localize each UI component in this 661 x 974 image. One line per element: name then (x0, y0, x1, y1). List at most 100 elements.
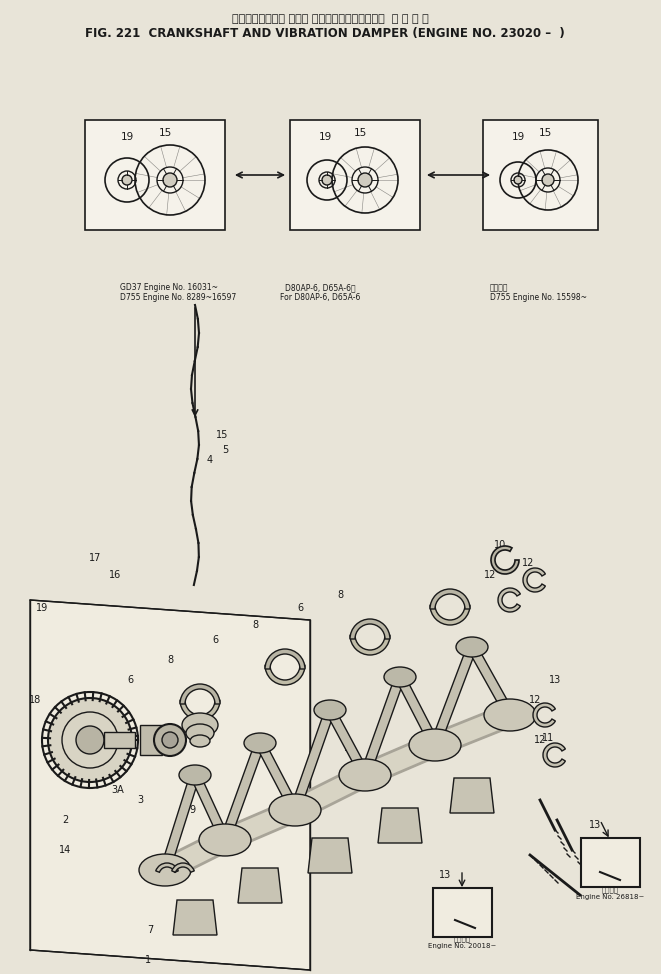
FancyBboxPatch shape (581, 838, 640, 887)
Wedge shape (543, 743, 565, 767)
Text: 15: 15 (215, 430, 228, 440)
Text: 8: 8 (167, 655, 173, 665)
Text: 9: 9 (343, 743, 349, 753)
Text: 6: 6 (297, 603, 303, 613)
Wedge shape (430, 605, 470, 625)
Text: 11: 11 (542, 733, 554, 743)
Wedge shape (523, 568, 545, 592)
Text: 12: 12 (484, 570, 496, 580)
Wedge shape (265, 649, 305, 669)
Text: 3: 3 (137, 795, 143, 805)
Text: 適用号機
Engine No. 26818~: 適用号機 Engine No. 26818~ (576, 886, 644, 900)
Text: GD37 Engine No. 16031~
D755 Engine No. 8289~16597: GD37 Engine No. 16031~ D755 Engine No. 8… (120, 283, 236, 302)
Polygon shape (30, 600, 310, 970)
Text: 16: 16 (109, 570, 121, 580)
Wedge shape (430, 589, 470, 609)
Circle shape (48, 698, 132, 782)
Polygon shape (378, 808, 422, 843)
Wedge shape (265, 665, 305, 685)
Text: 適用号機
D755 Engine No. 15598~: 適用号機 D755 Engine No. 15598~ (490, 283, 587, 302)
Text: 4: 4 (207, 455, 213, 465)
Text: 13: 13 (602, 853, 618, 867)
Text: 19: 19 (512, 132, 525, 142)
Circle shape (76, 726, 104, 754)
Text: 6: 6 (127, 675, 133, 685)
Wedge shape (491, 546, 519, 574)
Bar (483, 120, 598, 230)
Text: 15: 15 (354, 128, 367, 138)
Circle shape (542, 174, 554, 186)
Text: FIG. 221  CRANKSHAFT AND VIBRATION DAMPER (ENGINE NO. 23020 –  ): FIG. 221 CRANKSHAFT AND VIBRATION DAMPER… (85, 27, 565, 40)
Ellipse shape (244, 733, 276, 753)
Ellipse shape (456, 637, 488, 657)
Ellipse shape (182, 713, 218, 737)
Text: 19: 19 (120, 132, 134, 142)
Circle shape (162, 732, 178, 748)
Text: 2: 2 (62, 815, 68, 825)
Ellipse shape (409, 729, 461, 761)
Ellipse shape (484, 699, 536, 731)
Ellipse shape (339, 759, 391, 791)
Text: 19: 19 (319, 132, 332, 142)
Text: 7: 7 (307, 865, 313, 875)
Text: 9: 9 (189, 805, 195, 815)
Ellipse shape (179, 765, 211, 785)
Ellipse shape (190, 735, 210, 747)
Text: 13: 13 (454, 904, 470, 917)
Bar (140, 725, 162, 755)
Circle shape (322, 175, 332, 185)
Wedge shape (172, 863, 194, 873)
Wedge shape (180, 684, 220, 704)
Text: 13: 13 (589, 820, 601, 830)
Polygon shape (308, 838, 352, 873)
Text: 17: 17 (89, 553, 101, 563)
Wedge shape (350, 635, 390, 655)
Text: 12: 12 (534, 735, 546, 745)
Text: 18: 18 (29, 695, 41, 705)
Wedge shape (180, 700, 220, 720)
Bar (290, 120, 420, 230)
Circle shape (514, 176, 522, 184)
Text: 5: 5 (222, 445, 228, 455)
Text: 3A: 3A (112, 785, 124, 795)
Wedge shape (498, 588, 520, 612)
Text: 13: 13 (549, 675, 561, 685)
Text: 12: 12 (522, 558, 534, 568)
Text: クランクシャフト および バイブレーションダンパ  適 用 号 機: クランクシャフト および バイブレーションダンパ 適 用 号 機 (231, 14, 428, 24)
Polygon shape (173, 900, 217, 935)
Text: 13: 13 (439, 870, 451, 880)
Text: 6: 6 (212, 635, 218, 645)
Ellipse shape (139, 854, 191, 886)
Polygon shape (104, 732, 135, 748)
Circle shape (154, 724, 186, 756)
Text: 7: 7 (147, 925, 153, 935)
Text: 1: 1 (145, 955, 151, 965)
Ellipse shape (269, 794, 321, 826)
Text: 8: 8 (252, 620, 258, 630)
Text: 7: 7 (237, 895, 243, 905)
Text: 8: 8 (337, 590, 343, 600)
Circle shape (163, 173, 177, 187)
Text: 12: 12 (529, 695, 541, 705)
Polygon shape (238, 868, 282, 903)
Bar (85, 120, 225, 230)
Ellipse shape (199, 824, 251, 856)
FancyBboxPatch shape (433, 888, 492, 937)
Text: 15: 15 (538, 128, 552, 138)
Wedge shape (533, 703, 555, 727)
Polygon shape (450, 778, 494, 813)
Text: 19: 19 (36, 603, 48, 613)
Text: D80AP-6, D65A-6用
For D80AP-6, D65A-6: D80AP-6, D65A-6用 For D80AP-6, D65A-6 (280, 283, 360, 302)
Ellipse shape (186, 724, 214, 742)
Circle shape (122, 175, 132, 185)
Wedge shape (156, 863, 178, 873)
Text: 10: 10 (494, 540, 506, 550)
Text: 9: 9 (272, 773, 278, 783)
Ellipse shape (314, 700, 346, 720)
Text: 14: 14 (59, 845, 71, 855)
Text: 適用号機
Engine No. 20018~: 適用号機 Engine No. 20018~ (428, 935, 496, 949)
Ellipse shape (384, 667, 416, 687)
Text: 15: 15 (159, 128, 172, 138)
Wedge shape (350, 619, 390, 639)
Circle shape (358, 173, 372, 187)
